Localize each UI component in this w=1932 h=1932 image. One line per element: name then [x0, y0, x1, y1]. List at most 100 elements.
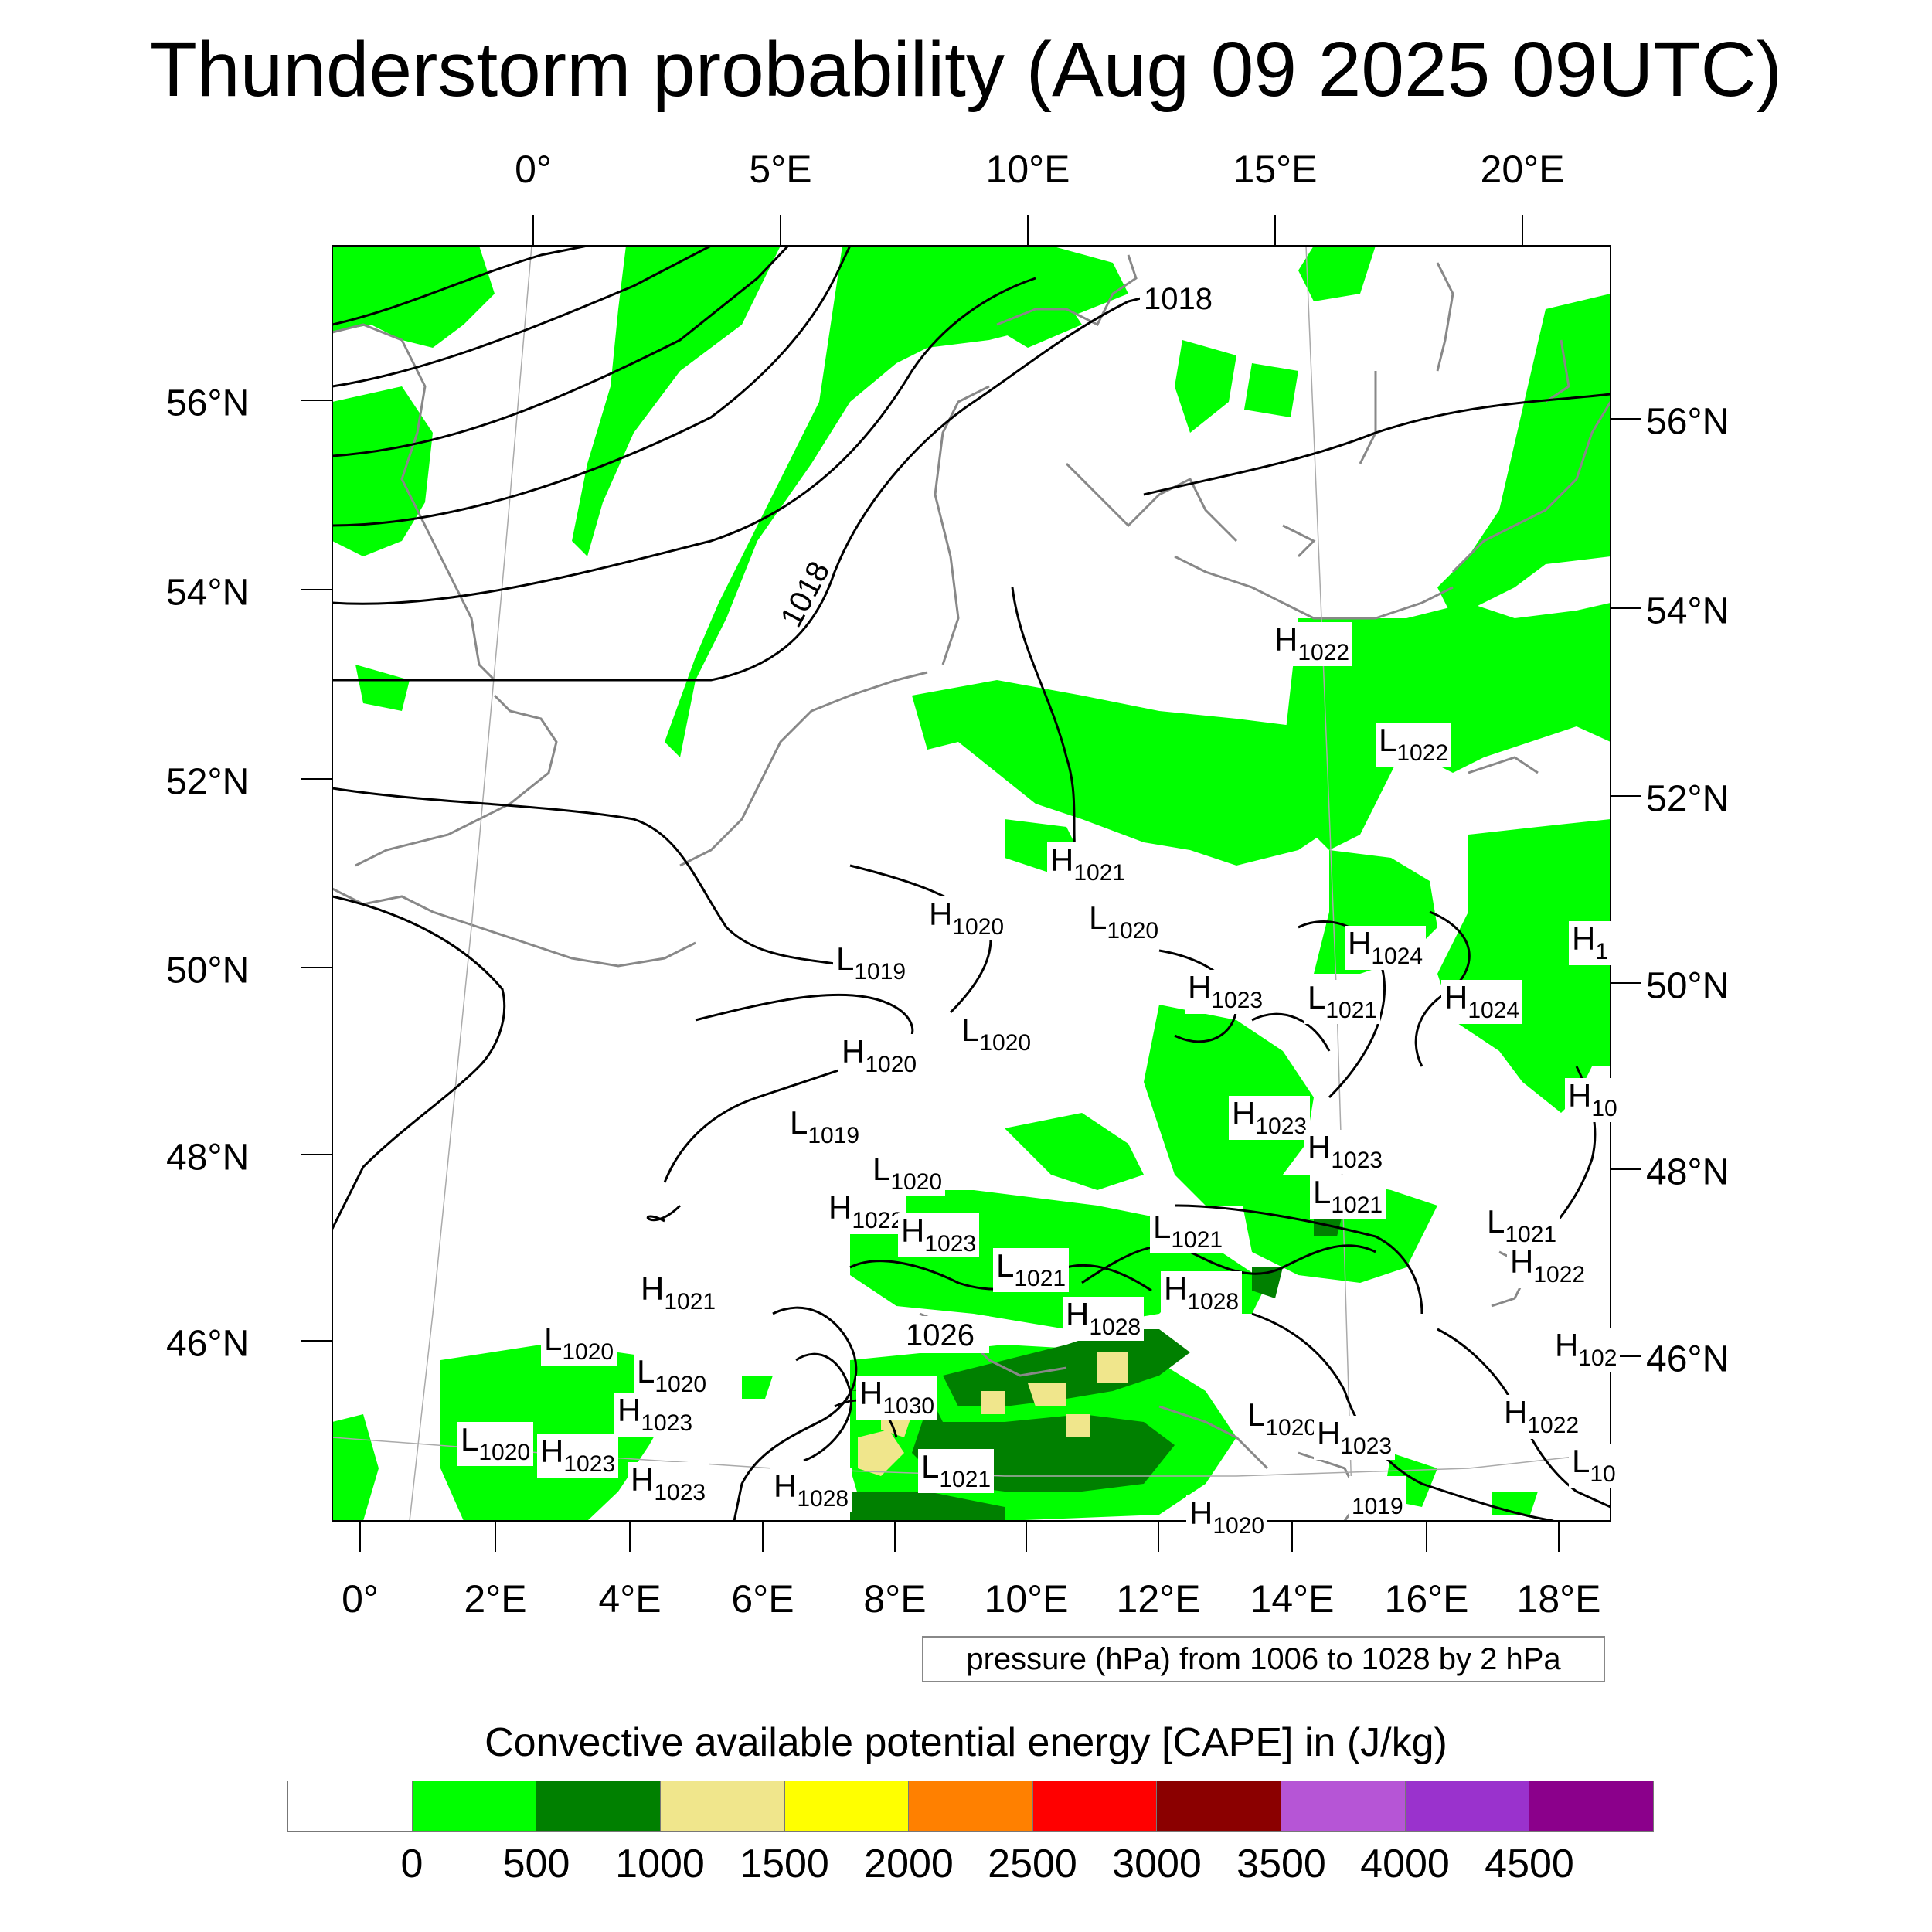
colorbar-box [660, 1781, 785, 1831]
right-lat-label: 52°N [1646, 778, 1730, 820]
pressure-center: L1021 [1304, 980, 1381, 1024]
right-lat-label: 48°N [1646, 1151, 1730, 1193]
pressure-center: H1023 [614, 1393, 696, 1437]
left-lat-label: 48°N [166, 1137, 250, 1179]
colorbar-box [784, 1781, 910, 1831]
top-lon-label: 0° [515, 148, 552, 191]
pressure-center: H1024 [1441, 980, 1523, 1024]
left-lat-label: 50°N [166, 950, 250, 992]
pressure-center: H1022 [825, 1190, 907, 1234]
pressure-center: L1021 [1150, 1209, 1226, 1253]
pressure-center: H1028 [1161, 1271, 1243, 1315]
bottom-lon-label: 6°E [731, 1577, 794, 1621]
pressure-center: H1020 [1186, 1495, 1268, 1539]
pressure-center: H1020 [926, 896, 1008, 940]
pressure-center: L1020 [634, 1354, 710, 1398]
colorbar-tick-label: 2000 [864, 1842, 954, 1886]
pressure-center: H1023 [537, 1434, 619, 1478]
bottom-lon-label: 12°E [1116, 1577, 1201, 1621]
bottom-lon-label: 18°E [1516, 1577, 1601, 1621]
top-lon-label: 10°E [985, 148, 1070, 191]
colorbar-tick-label: 500 [502, 1842, 570, 1886]
bottom-lon-label: 4°E [598, 1577, 662, 1621]
pressure-center: L1022 [1376, 723, 1452, 767]
colorbar-box [536, 1781, 661, 1831]
colorbar-box [1405, 1781, 1530, 1831]
pressure-center: H1024 [1345, 926, 1427, 970]
right-lat-label: 56°N [1646, 401, 1730, 443]
colorbar-tick-label: 2500 [988, 1842, 1077, 1886]
left-lat-label: 56°N [166, 383, 250, 424]
pressure-center: L1020 [1086, 900, 1162, 944]
pressure-note: pressure (hPa) from 1006 to 1028 by 2 hP… [922, 1636, 1605, 1682]
pressure-center: H1023 [898, 1213, 980, 1257]
colorbar [287, 1781, 1654, 1832]
pressure-center: H1028 [770, 1468, 852, 1512]
colorbar-box [1157, 1781, 1282, 1831]
pressure-center: H1021 [638, 1271, 719, 1315]
bottom-lon-label: 8°E [863, 1577, 927, 1621]
top-lon-label: 20°E [1480, 148, 1565, 191]
map-frame [332, 245, 1611, 1522]
pressure-center: L1021 [993, 1248, 1070, 1292]
isobar-label: 1018 [1144, 282, 1213, 316]
bottom-lon-label: 2°E [464, 1577, 527, 1621]
isobar-label: 1026 [906, 1318, 975, 1352]
pressure-center: L1021 [1484, 1204, 1560, 1248]
bottom-lon-label: 14°E [1250, 1577, 1335, 1621]
pressure-center: L1020 [958, 1012, 1035, 1056]
pressure-center: H1023 [1304, 1130, 1386, 1174]
pressure-center: L1020 [457, 1422, 534, 1466]
colorbar-tick-label: 3500 [1236, 1842, 1326, 1886]
colorbar-tick-label: 0 [400, 1842, 423, 1886]
pressure-center: H1022 [1501, 1395, 1583, 1439]
isobar-label: 1018 [774, 556, 837, 632]
pressure-center: H1 [1569, 921, 1612, 965]
legend-title: Convective available potential energy [C… [485, 1720, 1447, 1765]
right-lat-label: 54°N [1646, 590, 1730, 632]
bottom-lon-label: 10°E [984, 1577, 1069, 1621]
colorbar-box [909, 1781, 1033, 1831]
colorbar-box [1281, 1781, 1406, 1831]
colorbar-tick-label: 4500 [1485, 1842, 1574, 1886]
pressure-center: H1023 [1185, 970, 1267, 1014]
pressure-center: H102 [1552, 1328, 1621, 1372]
top-lon-label: 5°E [749, 148, 812, 191]
colorbar-box [1529, 1781, 1654, 1831]
colorbar-box [412, 1781, 537, 1831]
pressure-center: L1020 [541, 1321, 617, 1366]
left-lat-label: 54°N [166, 572, 250, 614]
pressure-center: H1023 [628, 1462, 709, 1506]
pressure-center: L1019 [833, 941, 910, 985]
pressure-center: L1021 [1310, 1175, 1386, 1219]
right-lat-label: 46°N [1646, 1338, 1730, 1380]
pressure-center: L1019 [787, 1105, 863, 1149]
bottom-lon-label: 16°E [1384, 1577, 1469, 1621]
pressure-center: L1020 [1244, 1397, 1321, 1441]
top-lon-label: 15°E [1233, 148, 1318, 191]
left-lat-label: 46°N [166, 1323, 250, 1365]
colorbar-tick-label: 4000 [1360, 1842, 1450, 1886]
colorbar-tick-label: 1000 [615, 1842, 705, 1886]
pressure-center: H1022 [1271, 622, 1353, 666]
right-lat-label: 50°N [1646, 965, 1730, 1007]
pressure-center: H1020 [838, 1034, 920, 1078]
pressure-center: H1022 [1507, 1244, 1589, 1288]
axis-ticks [301, 215, 1641, 1552]
pressure-center: H1030 [856, 1376, 938, 1420]
pressure-center: L1021 [918, 1449, 995, 1493]
colorbar-tick-label: 1500 [740, 1842, 829, 1886]
colorbar-box [1032, 1781, 1158, 1831]
bottom-lon-label: 0° [342, 1577, 379, 1621]
pressure-center: H1021 [1047, 842, 1129, 886]
pressure-center: L10 [1569, 1444, 1619, 1488]
pressure-center: L1020 [869, 1151, 946, 1196]
pressure-center: H10 [1565, 1078, 1621, 1122]
figure-title: Thunderstorm probability (Aug 09 2025 09… [149, 26, 1783, 113]
pressure-center: H1023 [1229, 1096, 1311, 1140]
coastlines [332, 254, 1611, 1521]
pressure-center: 1019 [1349, 1476, 1406, 1520]
left-lat-label: 52°N [166, 761, 250, 803]
